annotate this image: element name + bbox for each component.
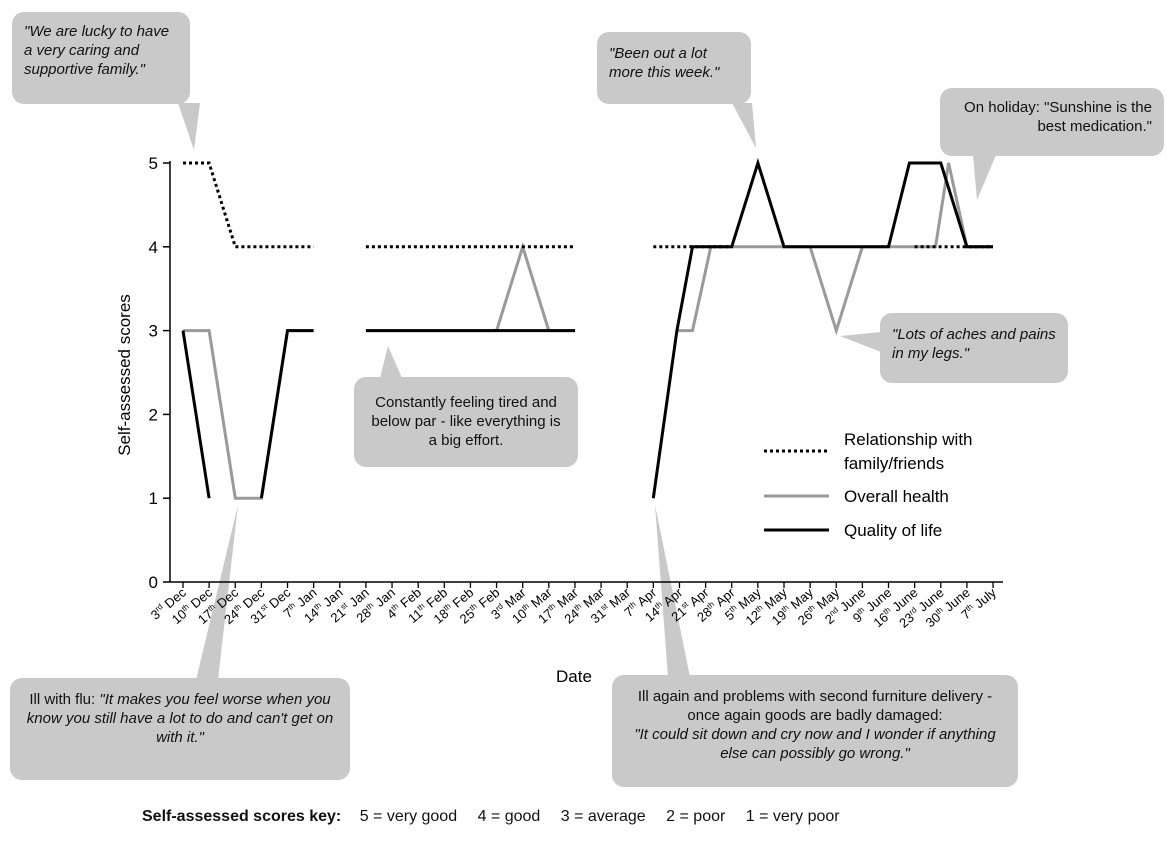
callout-flu: Ill with flu: "It makes you feel worse w…: [10, 678, 350, 780]
callout-pointer: [196, 505, 238, 680]
callout-pointer: [655, 505, 690, 677]
scores-key-entry: 3 = average: [560, 808, 646, 825]
legend-label: Overall health: [844, 487, 949, 506]
series-line-quality-of-life: [259, 329, 314, 499]
y-tick-label: 0: [149, 573, 158, 592]
series-line-quality-of-life: [181, 330, 211, 499]
scores-key-label: Self-assessed scores key:: [142, 808, 342, 825]
legend-label: Relationship with family/friends: [844, 430, 973, 473]
y-axis-label: Self-assessed scores: [115, 294, 134, 456]
legend: Relationship with family/friends Overall h…: [764, 430, 973, 540]
y-tick-label: 3: [149, 322, 158, 341]
y-tick-label: 1: [149, 489, 158, 508]
series-line-relationship-with-family-friends: [183, 161, 314, 249]
legend-label: Quality of life: [844, 521, 942, 540]
y-tick-label: 2: [149, 405, 158, 424]
callout-pointer: [840, 332, 881, 352]
callout-pointer: [380, 346, 402, 378]
callout-family: "We are lucky to have a very caring and …: [12, 12, 190, 104]
callout-pointers: [178, 103, 996, 680]
scores-key: Self-assessed scores key: 5 = very good …: [142, 808, 856, 826]
scores-key-entry: 5 = very good: [359, 808, 458, 825]
callout-aches: "Lots of aches and pains in my legs.": [880, 313, 1068, 383]
callout-furniture: Ill again and problems with second furni…: [612, 675, 1018, 787]
series-line-quality-of-life: [651, 157, 993, 499]
callout-pointer: [178, 103, 200, 150]
callout-holiday: On holiday: "Sunshine is the best medica…: [940, 88, 1164, 156]
callout-tired: Constantly feeling tired and below par -…: [354, 377, 578, 467]
scores-key-entry: 2 = poor: [666, 808, 726, 825]
callout-pointer: [973, 155, 996, 200]
series-line-overall-health: [365, 241, 575, 333]
scores-key-entry: 4 = good: [477, 808, 541, 825]
series-line-overall-health: [183, 329, 314, 500]
callout-pointer: [732, 103, 756, 148]
series-lines: [181, 157, 993, 500]
y-tick-label: 4: [149, 238, 158, 257]
scores-key-entry: 1 = very poor: [745, 808, 840, 825]
x-axis-label: Date: [556, 667, 592, 686]
callout-out-a-lot: "Been out a lot more this week.": [597, 32, 751, 104]
y-tick-label: 5: [149, 154, 158, 173]
